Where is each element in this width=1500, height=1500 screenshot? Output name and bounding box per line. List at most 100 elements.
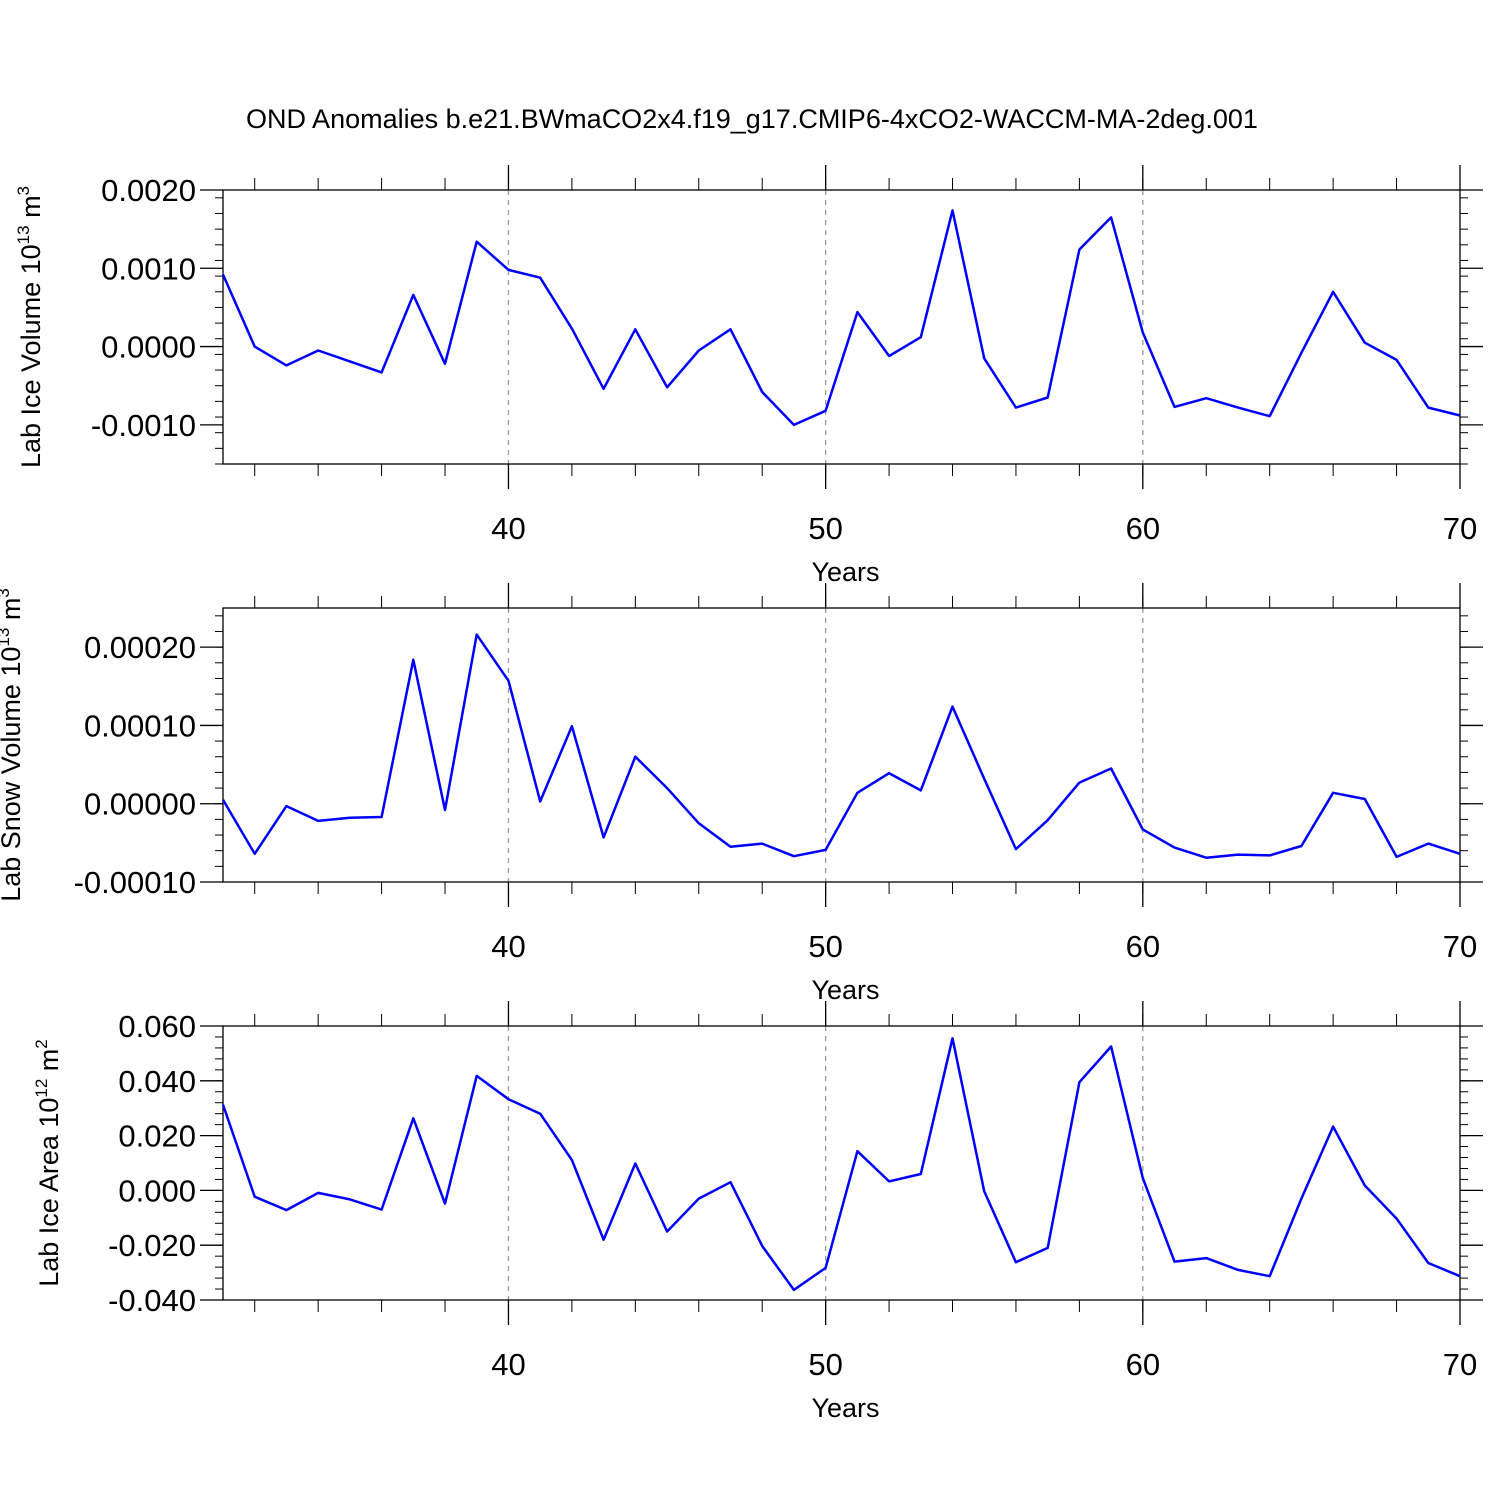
data-point (666, 787, 668, 789)
data-point (571, 1159, 573, 1161)
x-axis-label: Years (811, 1393, 879, 1423)
data-point (602, 1239, 604, 1241)
data-point (222, 799, 224, 801)
data-point (349, 1198, 351, 1200)
data-point (698, 822, 700, 824)
data-point (571, 725, 573, 727)
data-point (222, 273, 224, 275)
y-tick-label: -0.040 (108, 1283, 196, 1318)
data-point (507, 680, 509, 682)
y-axis-label-part: m (34, 1049, 64, 1079)
x-tick-label: 40 (491, 511, 525, 546)
x-tick-label: 70 (1443, 511, 1477, 546)
data-point (983, 357, 985, 359)
x-tick-label: 50 (808, 511, 842, 546)
x-tick-label: 40 (491, 1347, 525, 1382)
data-point (539, 276, 541, 278)
data-point (476, 1075, 478, 1077)
data-point (634, 756, 636, 758)
y-axis-label: Lab Ice Volume 1013 m3 (14, 186, 46, 468)
data-point (1173, 1260, 1175, 1262)
data-point (1205, 397, 1207, 399)
data-point (254, 853, 256, 855)
x-tick-label: 50 (808, 1347, 842, 1382)
x-tick-label: 40 (491, 929, 525, 964)
series-line (221, 1037, 1461, 1292)
panel-lab-snow-volume: -0.00010 0.00000 0.00010 0.00020 40 50 60 70 Yea… (0, 583, 1483, 1005)
y-tick-label: -0.0010 (91, 408, 196, 443)
data-point (317, 820, 319, 822)
data-point (1268, 854, 1270, 856)
data-point (729, 846, 731, 848)
data-point (380, 816, 382, 818)
data-point (729, 1181, 731, 1183)
y-tick-label: 0.0020 (101, 173, 196, 208)
data-point (920, 789, 922, 791)
x-tick-label: 70 (1443, 1347, 1477, 1382)
data-point (1459, 414, 1461, 416)
data-point (793, 1289, 795, 1291)
panel-lab-ice-volume: -0.0010 0.0000 0.0010 0.0020 40 50 60 70 Years La… (14, 165, 1483, 587)
y-tick-label: 0.040 (118, 1064, 196, 1099)
data-point (888, 772, 890, 774)
y-tick-label: -0.00010 (74, 865, 196, 900)
data-point (1364, 1184, 1366, 1186)
data-point (761, 391, 763, 393)
data-point (1427, 406, 1429, 408)
data-point (1332, 792, 1334, 794)
data-point (1364, 798, 1366, 800)
data-point (1205, 1257, 1207, 1259)
data-point (285, 364, 287, 366)
data-point (380, 1208, 382, 1210)
data-point (254, 345, 256, 347)
data-point (920, 1173, 922, 1175)
y-axis-label: Lab Ice Area 1012 m2 (32, 1039, 64, 1287)
data-point (539, 800, 541, 802)
y-axis-label-part: Lab Ice Volume 10 (16, 244, 46, 468)
data-point (1015, 406, 1017, 408)
data-point (1046, 396, 1048, 398)
series-line (221, 209, 1461, 427)
data-point (793, 424, 795, 426)
data-point (1173, 846, 1175, 848)
data-point (666, 386, 668, 388)
data-point (1046, 1247, 1048, 1249)
y-tick-label: 0.0000 (101, 330, 196, 365)
data-point (951, 209, 953, 211)
series-line (221, 633, 1461, 859)
data-point (983, 1190, 985, 1192)
data-point (920, 336, 922, 338)
data-point (254, 1196, 256, 1198)
data-point (698, 1197, 700, 1199)
data-point (1364, 341, 1366, 343)
data-point (824, 1267, 826, 1269)
data-point (634, 1162, 636, 1164)
data-point (285, 1209, 287, 1211)
data-point (1237, 1269, 1239, 1271)
data-point (1142, 828, 1144, 830)
x-tick-label: 60 (1126, 511, 1160, 546)
data-point (1078, 248, 1080, 250)
x-tick-label: 60 (1126, 929, 1160, 964)
data-point (285, 805, 287, 807)
y-axis-label-part: m (16, 195, 46, 225)
data-point (1046, 819, 1048, 821)
data-point (856, 1150, 858, 1152)
data-point (476, 633, 478, 635)
y-tick-label: 0.000 (118, 1173, 196, 1208)
data-point (1395, 856, 1397, 858)
data-point (222, 1103, 224, 1105)
data-point (602, 836, 604, 838)
y-tick-label: 0.00020 (84, 630, 196, 665)
data-point (1300, 845, 1302, 847)
data-point (1332, 1125, 1334, 1127)
y-tick-label: 0.00000 (84, 787, 196, 822)
data-point (634, 328, 636, 330)
plot-frame (222, 1025, 1461, 1301)
data-point (571, 327, 573, 329)
data-point (1205, 857, 1207, 859)
x-axis-label: Years (811, 975, 879, 1005)
data-point (824, 410, 826, 412)
